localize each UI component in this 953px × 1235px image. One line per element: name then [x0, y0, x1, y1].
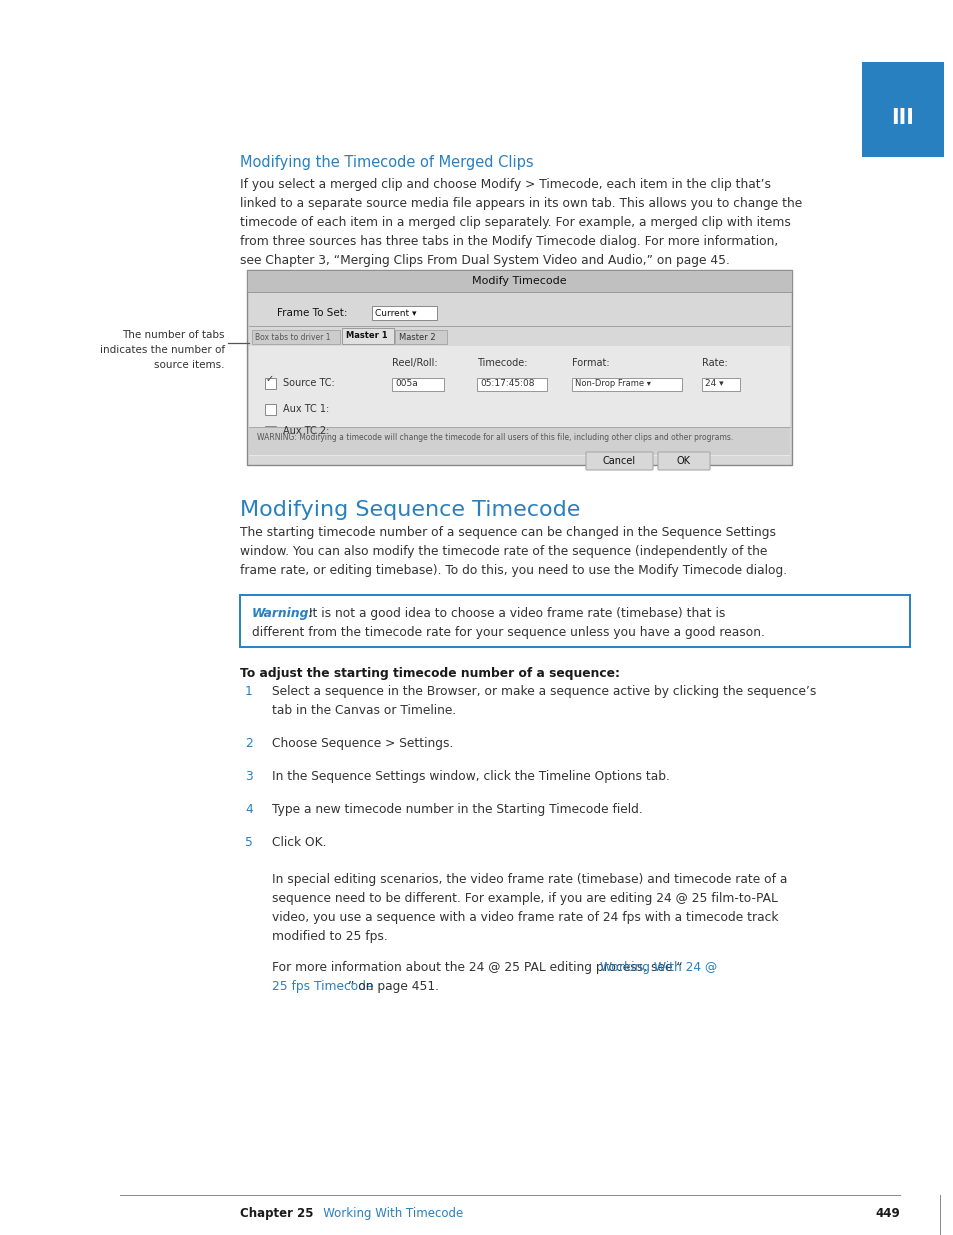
Text: Current ▾: Current ▾ [375, 309, 416, 317]
Text: Rate:: Rate: [701, 358, 727, 368]
Text: indicates the number of: indicates the number of [100, 345, 225, 354]
Text: 4: 4 [245, 803, 253, 816]
FancyBboxPatch shape [572, 378, 681, 391]
Text: Frame To Set:: Frame To Set: [276, 308, 347, 317]
FancyBboxPatch shape [372, 306, 436, 320]
Text: 449: 449 [874, 1207, 899, 1220]
FancyBboxPatch shape [341, 329, 394, 345]
Bar [265, 404, 275, 415]
FancyBboxPatch shape [252, 330, 339, 345]
Text: 3: 3 [245, 769, 253, 783]
Text: see Chapter 3, “Merging Clips From Dual System Video and Audio,” on page 45.: see Chapter 3, “Merging Clips From Dual … [240, 254, 729, 267]
Text: 24 ▾: 24 ▾ [704, 379, 723, 389]
Text: Aux TC 1:: Aux TC 1: [283, 404, 329, 414]
Text: 05:17:45:08: 05:17:45:08 [479, 379, 534, 389]
Text: Select a sequence in the Browser, or make a sequence active by clicking the sequ: Select a sequence in the Browser, or mak… [272, 685, 816, 698]
FancyBboxPatch shape [392, 378, 443, 391]
Text: from three sources has three tabs in the Modify Timecode dialog. For more inform: from three sources has three tabs in the… [240, 235, 778, 248]
Text: ✓: ✓ [266, 374, 274, 384]
Text: For more information about the 24 @ 25 PAL editing process, see “: For more information about the 24 @ 25 P… [272, 961, 682, 974]
Text: ” on page 451.: ” on page 451. [348, 981, 438, 993]
Text: source items.: source items. [154, 359, 225, 370]
Text: Master 1: Master 1 [346, 331, 387, 341]
Bar [265, 378, 275, 389]
Text: tab in the Canvas or Timeline.: tab in the Canvas or Timeline. [272, 704, 456, 718]
Bar [862, 62, 943, 157]
Text: Click OK.: Click OK. [272, 836, 326, 848]
Text: Working With 24 @: Working With 24 @ [599, 961, 717, 974]
Text: Working With Timecode: Working With Timecode [312, 1207, 463, 1220]
Bar [265, 426, 275, 437]
Text: It is not a good idea to choose a video frame rate (timebase) that is: It is not a good idea to choose a video … [305, 606, 724, 620]
Text: Timecode:: Timecode: [476, 358, 527, 368]
Text: In the Sequence Settings window, click the Timeline Options tab.: In the Sequence Settings window, click t… [272, 769, 669, 783]
Text: WARNING: Modifying a timecode will change the timecode for all users of this fil: WARNING: Modifying a timecode will chang… [256, 433, 733, 442]
Text: Modifying the Timecode of Merged Clips: Modifying the Timecode of Merged Clips [240, 156, 533, 170]
Text: timecode of each item in a merged clip separately. For example, a merged clip wi: timecode of each item in a merged clip s… [240, 216, 790, 228]
Text: III: III [891, 107, 914, 127]
Text: modified to 25 fps.: modified to 25 fps. [272, 930, 387, 944]
Bar [247, 270, 791, 466]
Text: Chapter 25: Chapter 25 [240, 1207, 314, 1220]
Bar [247, 270, 791, 291]
Text: video, you use a sequence with a video frame rate of 24 fps with a timecode trac: video, you use a sequence with a video f… [272, 911, 778, 924]
Text: window. You can also modify the timecode rate of the sequence (independently of : window. You can also modify the timecode… [240, 545, 766, 558]
Bar [249, 346, 789, 456]
Text: If you select a merged clip and choose Modify > Timecode, each item in the clip : If you select a merged clip and choose M… [240, 178, 770, 191]
Text: 2: 2 [245, 737, 253, 750]
FancyBboxPatch shape [701, 378, 740, 391]
FancyBboxPatch shape [395, 330, 447, 345]
Text: Type a new timecode number in the Starting Timecode field.: Type a new timecode number in the Starti… [272, 803, 642, 816]
Text: 25 fps Timecode: 25 fps Timecode [272, 981, 374, 993]
Text: OK: OK [677, 456, 690, 466]
Text: 1: 1 [245, 685, 253, 698]
FancyBboxPatch shape [585, 452, 652, 471]
Text: different from the timecode rate for your sequence unless you have a good reason: different from the timecode rate for you… [252, 626, 764, 638]
Text: Source TC:: Source TC: [283, 378, 335, 388]
Text: The starting timecode number of a sequence can be changed in the Sequence Settin: The starting timecode number of a sequen… [240, 526, 775, 538]
Text: Modifying Sequence Timecode: Modifying Sequence Timecode [240, 500, 579, 520]
Text: 005a: 005a [395, 379, 417, 389]
Text: Modify Timecode: Modify Timecode [472, 275, 566, 287]
Text: Warning:: Warning: [252, 606, 314, 620]
Text: Format:: Format: [572, 358, 609, 368]
Text: Cancel: Cancel [601, 456, 635, 466]
Text: 5: 5 [245, 836, 253, 848]
FancyBboxPatch shape [240, 595, 909, 647]
Text: In special editing scenarios, the video frame rate (timebase) and timecode rate : In special editing scenarios, the video … [272, 873, 786, 885]
Text: sequence need to be different. For example, if you are editing 24 @ 25 film-to-P: sequence need to be different. For examp… [272, 892, 777, 905]
Bar [249, 427, 789, 454]
Text: frame rate, or editing timebase). To do this, you need to use the Modify Timecod: frame rate, or editing timebase). To do … [240, 564, 786, 577]
Text: Box tabs to driver 1: Box tabs to driver 1 [254, 332, 330, 342]
Text: Aux TC 2:: Aux TC 2: [283, 426, 329, 436]
Text: Reel/Roll:: Reel/Roll: [392, 358, 437, 368]
Text: Master 2: Master 2 [398, 332, 436, 342]
Text: To adjust the starting timecode number of a sequence:: To adjust the starting timecode number o… [240, 667, 619, 680]
Text: The number of tabs: The number of tabs [122, 330, 225, 340]
Text: linked to a separate source media file appears in its own tab. This allows you t: linked to a separate source media file a… [240, 198, 801, 210]
FancyBboxPatch shape [476, 378, 546, 391]
Text: Choose Sequence > Settings.: Choose Sequence > Settings. [272, 737, 453, 750]
Text: Non-Drop Frame ▾: Non-Drop Frame ▾ [575, 379, 650, 389]
FancyBboxPatch shape [658, 452, 709, 471]
